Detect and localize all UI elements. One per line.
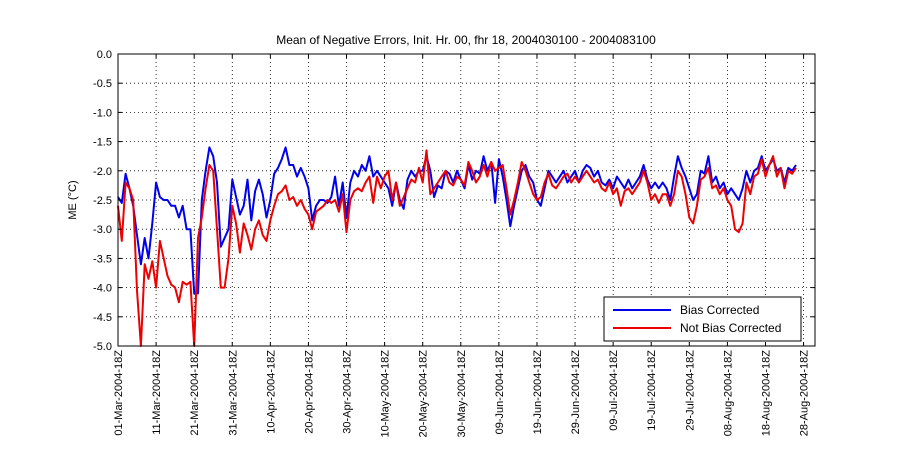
x-tick-label: 30-May-2004-18Z — [456, 350, 468, 438]
legend-label: Not Bias Corrected — [680, 321, 781, 335]
legend-label: Bias Corrected — [680, 303, 759, 317]
y-axis-label: ME (°C) — [67, 180, 79, 219]
x-tick-label: 09-Jul-2004-18Z — [608, 350, 620, 431]
series-lines — [117, 146, 797, 347]
series-line-bias-corrected — [117, 146, 797, 295]
x-tick-label: 09-Jun-2004-18Z — [494, 350, 506, 435]
axis-ticks: 0.0 -0.5 -1.0 -1.5 -2.0 -2.5 -3.0 -3.5 -4.0 -4.5 -… — [93, 49, 815, 437]
x-tick-label: 31-Mar-2004-18Z — [227, 350, 239, 436]
y-tick-label: 0.0 — [97, 49, 112, 61]
x-tick-label: 11-Mar-2004-18Z — [151, 350, 163, 435]
chart-title: Mean of Negative Errors, Init. Hr. 00, f… — [276, 33, 656, 47]
y-tick-label: -3.0 — [93, 224, 112, 236]
x-tick-label: 10-May-2004-18Z — [380, 350, 392, 438]
y-tick-label: -5.0 — [93, 341, 112, 353]
y-tick-label: -4.5 — [93, 312, 112, 324]
grid-lines — [118, 54, 815, 346]
x-tick-label: 19-Jun-2004-18Z — [532, 350, 544, 435]
x-tick-label: 08-Aug-2004-18Z — [722, 350, 734, 437]
x-tick-label: 10-Apr-2004-18Z — [265, 350, 277, 434]
x-tick-label: 29-Jun-2004-18Z — [570, 350, 582, 435]
x-tick-label: 29-Jul-2004-18Z — [684, 350, 696, 431]
y-tick-label: -1.0 — [93, 107, 112, 119]
x-tick-label: 30-Apr-2004-18Z — [342, 350, 354, 434]
series-line-not-bias-corrected — [117, 149, 797, 347]
x-tick-label: 18-Aug-2004-18Z — [760, 350, 772, 437]
y-tick-label: -0.5 — [93, 78, 112, 90]
legend: Bias Corrected Not Bias Corrected — [603, 296, 802, 342]
x-tick-label: 20-Apr-2004-18Z — [303, 350, 315, 434]
legend-box — [603, 296, 802, 342]
y-tick-label: -2.0 — [93, 166, 112, 178]
y-tick-label: -3.5 — [93, 253, 112, 265]
x-tick-label: 21-Mar-2004-18Z — [189, 350, 201, 436]
x-tick-label: 01-Mar-2004-18Z — [113, 350, 125, 436]
x-tick-label: 19-Jul-2004-18Z — [646, 350, 658, 431]
x-tick-label: 28-Aug-2004-18Z — [799, 350, 811, 437]
y-tick-label: -1.5 — [93, 137, 112, 149]
x-tick-label: 20-May-2004-18Z — [418, 350, 430, 438]
y-tick-label: -4.0 — [93, 283, 112, 295]
y-tick-label: -2.5 — [93, 195, 112, 207]
